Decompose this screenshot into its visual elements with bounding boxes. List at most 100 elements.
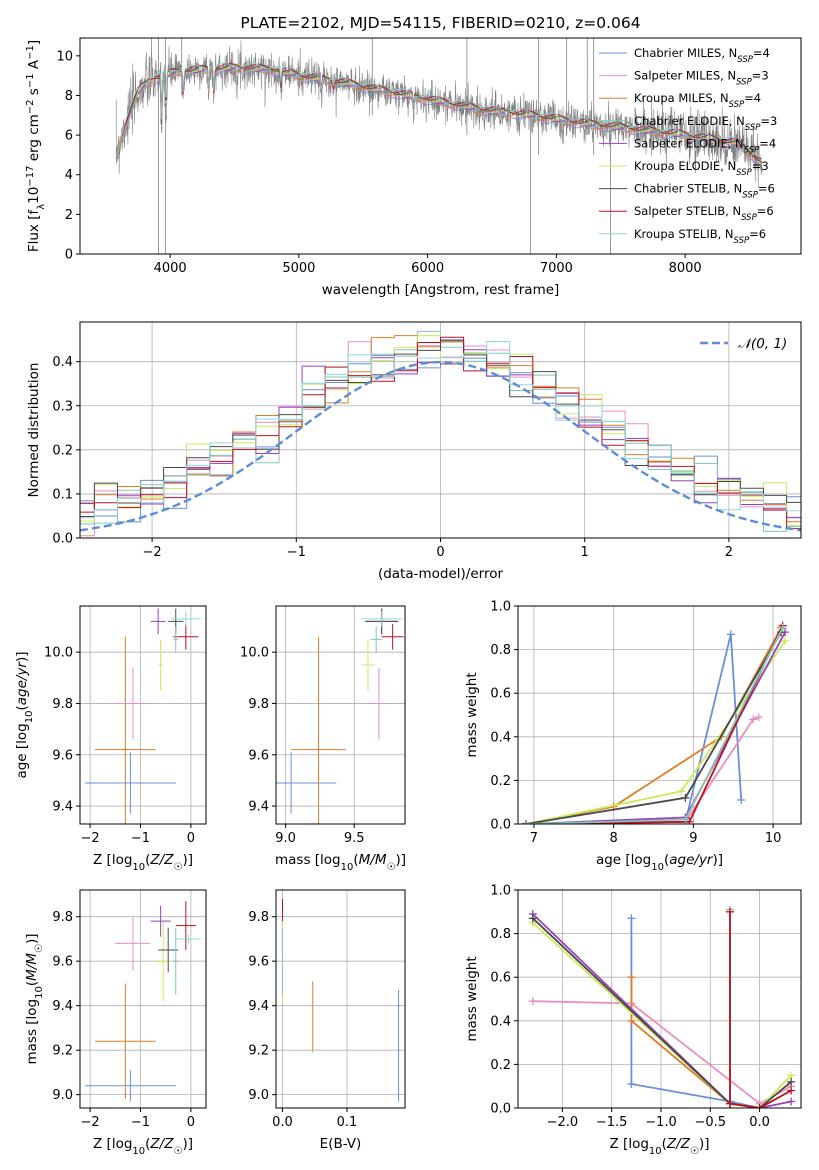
x-tick-label: −1 <box>131 831 150 846</box>
y-tick-label: 9.6 <box>52 748 73 763</box>
label-part: )] <box>182 1136 193 1152</box>
legend-text: Chabrier STELIB, N <box>634 182 742 196</box>
weight-line <box>729 911 792 1108</box>
histogram-series <box>80 336 801 530</box>
weight-line <box>525 640 786 824</box>
y-tick-label: 10 <box>56 49 73 64</box>
label-part: ☉ <box>386 862 395 873</box>
x-tick-label: −2 <box>80 1115 99 1130</box>
label-part: ( <box>353 852 358 868</box>
x-tick-label: 9.5 <box>344 831 365 846</box>
plot-area <box>281 898 400 1102</box>
label-part: mass [log <box>275 852 341 868</box>
label-part: ] <box>26 40 42 45</box>
label-part: Z/Z <box>149 1136 174 1152</box>
legend-text: =6 <box>757 204 774 218</box>
label-part: 10 <box>651 862 664 873</box>
y-tick-label: 0.2 <box>490 774 511 789</box>
legend-text: =6 <box>749 227 766 241</box>
label-part: λ <box>36 204 47 210</box>
panel-residuals: −2 −1 0 1 2 0.0 0.1 0.2 0.3 0.4 <box>52 321 802 560</box>
y-tick-label: 9.2 <box>52 1044 73 1059</box>
label-part: 10 <box>132 1146 145 1157</box>
plot-area <box>85 901 201 1102</box>
label-part: 10 <box>24 711 35 724</box>
label-part: Z [log <box>93 852 132 868</box>
histogram-series <box>80 339 801 523</box>
legend-text: Salpeter STELIB, N <box>634 204 741 218</box>
panel-age_vs_Z: −2 −1 0 9.4 9.6 9.8 10.0 <box>44 605 207 846</box>
legend-text: Kroupa STELIB, N <box>634 227 734 241</box>
x-axis-label: Z [log10(Z/Z☉)] <box>610 1136 710 1157</box>
y-axis-label: Flux [fλ10−17 erg cm−2 s−1 A−1] <box>25 40 47 252</box>
label-part: 10 <box>34 986 45 999</box>
label-part: 10 <box>649 1146 662 1157</box>
histogram-series <box>80 341 801 519</box>
y-axis-label: Normed distribution <box>26 363 42 498</box>
x-tick-label: 0 <box>187 831 195 846</box>
y-tick-label: 9.2 <box>248 1044 269 1059</box>
weight-line <box>525 627 784 824</box>
label-part: erg cm <box>26 114 42 165</box>
panel-mass_vs_Z: −2 −1 0 9.0 9.2 9.4 9.6 9.8 <box>52 889 207 1130</box>
label-part: −2 <box>25 99 36 114</box>
label-part: 10 <box>341 862 354 873</box>
label-part: Z/Z <box>149 852 174 868</box>
weight-line <box>525 634 743 824</box>
label-part: )] <box>699 1136 710 1152</box>
label-part: Flux [f <box>26 209 42 253</box>
model-spectrum <box>115 68 763 167</box>
label-part: M/M <box>24 953 40 981</box>
y-tick-label: 0.6 <box>490 687 511 702</box>
legend-label: Salpeter MILES, NSSP=3 <box>634 69 769 88</box>
plot-area <box>276 608 404 824</box>
label-part: age [log <box>14 723 30 778</box>
y-tick-label: 9.0 <box>52 1088 73 1103</box>
y-tick-label: 9.8 <box>52 910 73 925</box>
label-part: 10 <box>132 862 145 873</box>
x-tick-label: 0.1 <box>337 1115 358 1130</box>
axes-frame <box>79 37 802 255</box>
label-part: age/yr <box>669 852 714 868</box>
weight-line <box>525 627 782 824</box>
x-tick-label: 0 <box>187 1115 195 1130</box>
axes-frame <box>517 889 802 1109</box>
y-tick-label: 0.3 <box>52 399 73 414</box>
x-tick-label: 9 <box>689 831 697 846</box>
histogram-series <box>80 341 801 537</box>
y-tick-label: 0 <box>65 248 73 263</box>
model-spectrum <box>115 66 763 163</box>
x-axis-label: age [log10(age/yr)] <box>596 852 723 873</box>
legend-label: Kroupa STELIB, NSSP=6 <box>634 227 766 246</box>
y-tick-label: 4 <box>65 168 73 183</box>
y-tick-label: 9.6 <box>248 748 269 763</box>
legend-text: Chabrier ELODIE, N <box>634 114 745 128</box>
legend-sub: SSP <box>729 100 745 110</box>
histogram-series <box>80 335 801 526</box>
legend-sub: SSP <box>734 236 750 246</box>
label-part: ☉ <box>690 1146 699 1157</box>
x-tick-label: 4000 <box>154 261 187 276</box>
label-part: ☉ <box>34 944 45 953</box>
y-tick-label: 10.0 <box>240 646 269 661</box>
label-part: ( <box>662 1136 667 1152</box>
y-tick-label: 0.0 <box>490 1102 511 1117</box>
label-part: M/M <box>359 852 387 868</box>
legend-text: =4 <box>759 136 776 150</box>
label-part: ( <box>664 852 669 868</box>
y-tick-label: 0.6 <box>490 971 511 986</box>
axes-frame <box>275 605 406 825</box>
legend-sub: SSP <box>736 168 752 178</box>
y-tick-label: 10.0 <box>44 646 73 661</box>
x-tick-label: 7000 <box>540 261 573 276</box>
x-tick-label: −2 <box>143 545 162 560</box>
legend-label: Salpeter ELODIE, NSSP=4 <box>634 136 776 155</box>
x-axis-label: (data-model)/error <box>378 566 504 582</box>
label-part: 10 <box>26 187 42 204</box>
x-tick-label: 7 <box>530 831 538 846</box>
plot-area <box>80 330 801 537</box>
normal-curve <box>80 360 801 532</box>
legend-label: Kroupa MILES, NSSP=4 <box>634 91 761 110</box>
label-part: )] <box>395 852 406 868</box>
y-tick-label: 6 <box>65 129 73 144</box>
